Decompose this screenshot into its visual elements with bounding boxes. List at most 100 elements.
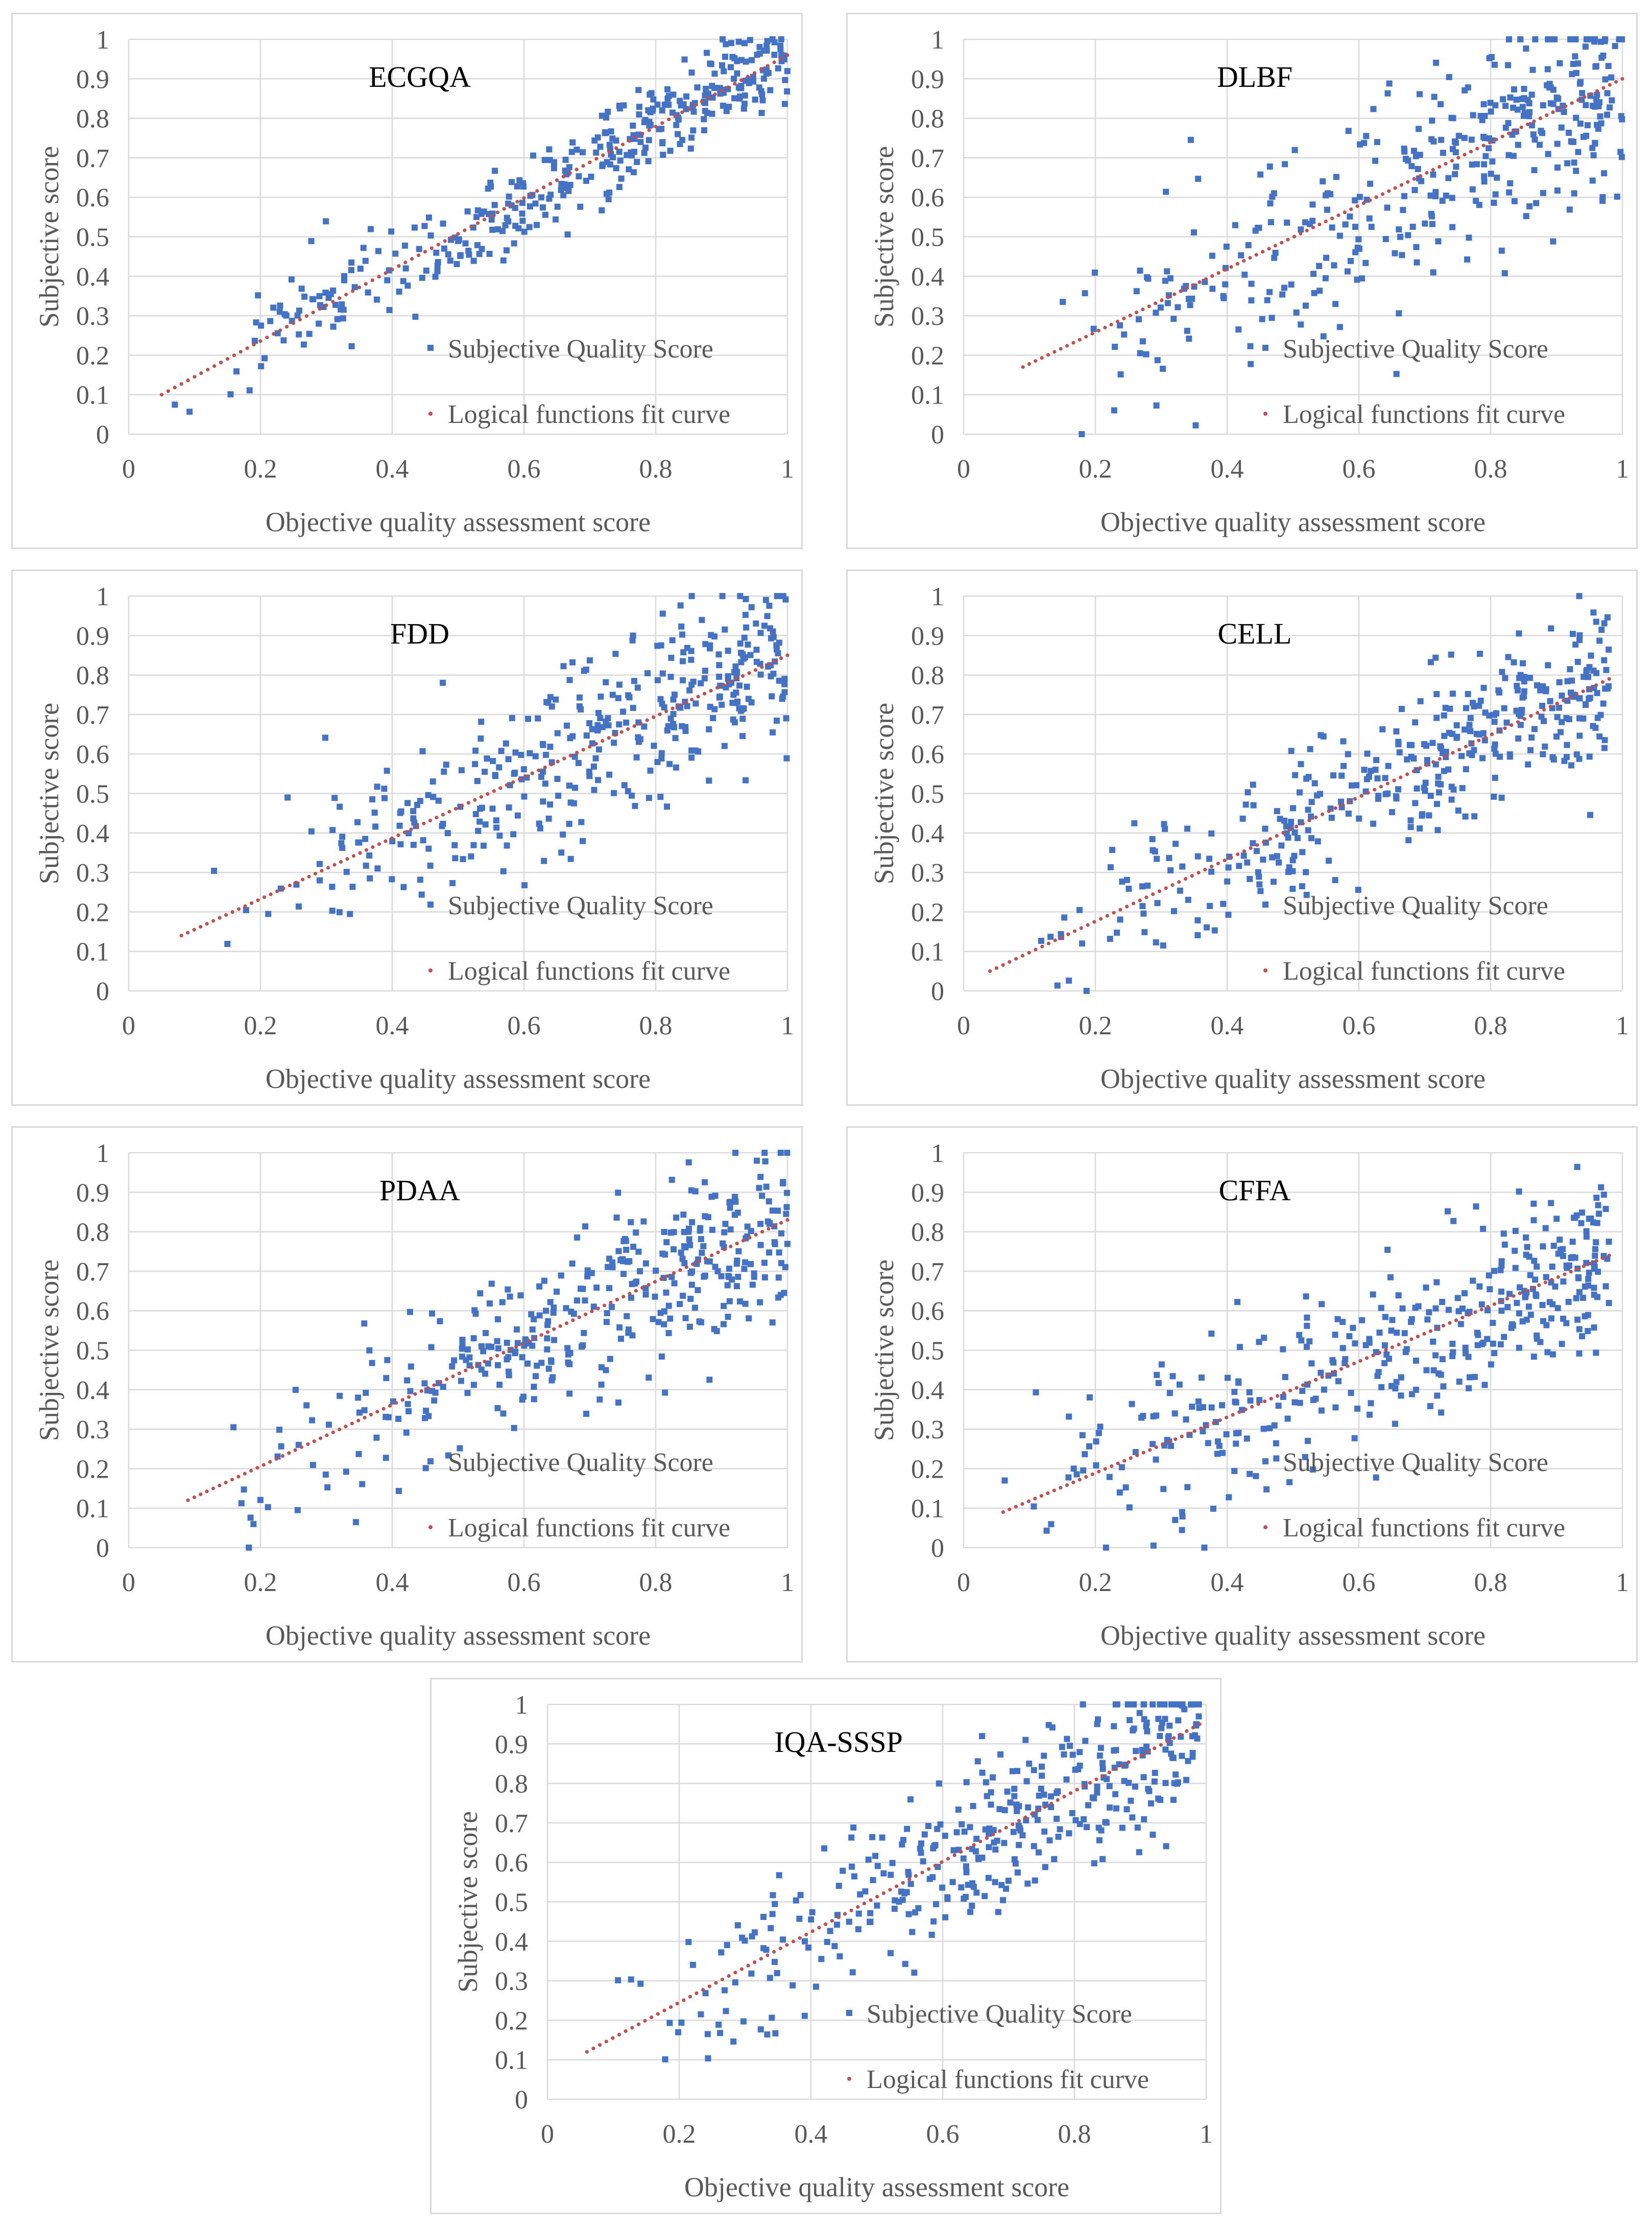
data-point	[1000, 1897, 1007, 1904]
data-point	[889, 1860, 896, 1866]
data-point	[840, 1867, 846, 1874]
data-point	[1413, 244, 1420, 250]
data-point	[1500, 96, 1506, 103]
data-point	[1430, 269, 1436, 276]
data-point	[1080, 1701, 1086, 1707]
data-point	[423, 267, 429, 274]
data-point	[1004, 1788, 1011, 1795]
data-point	[1118, 1464, 1125, 1470]
data-point	[1539, 702, 1546, 709]
fit-point	[1551, 110, 1555, 114]
y-tick-label: 0.8	[76, 661, 109, 691]
data-point	[583, 732, 590, 739]
data-point	[716, 694, 723, 701]
data-point	[428, 1344, 435, 1350]
fit-point	[1052, 350, 1057, 354]
fit-point	[1399, 775, 1403, 779]
data-point	[625, 1259, 631, 1265]
fit-point	[1261, 250, 1265, 254]
data-point	[1327, 191, 1334, 198]
fit-point	[1241, 259, 1246, 263]
data-point	[1559, 719, 1565, 725]
chart-frame	[11, 1126, 803, 1663]
data-point	[848, 1834, 855, 1841]
data-point	[709, 83, 715, 89]
fit-point	[652, 715, 656, 719]
data-point	[1397, 233, 1404, 240]
legend-label-fit: Logical functions fit curve	[1283, 1513, 1565, 1543]
data-point	[466, 1354, 473, 1361]
data-point	[1103, 1545, 1109, 1551]
data-point	[1512, 1247, 1518, 1254]
data-point	[741, 40, 748, 46]
data-point	[1494, 174, 1500, 181]
data-point	[1403, 1346, 1410, 1353]
data-point	[403, 1429, 410, 1436]
data-point	[739, 733, 746, 740]
data-point	[594, 727, 601, 734]
data-point	[615, 1399, 622, 1406]
fit-point	[456, 232, 460, 236]
fit-point	[261, 1463, 266, 1467]
fit-point	[326, 866, 330, 870]
data-point	[928, 1932, 935, 1938]
data-point	[1235, 1378, 1242, 1385]
data-point	[246, 1545, 252, 1551]
data-point	[503, 247, 510, 254]
fit-point	[1548, 704, 1552, 709]
data-point	[1430, 171, 1436, 178]
data-point	[1559, 1341, 1565, 1347]
fit-point	[363, 1415, 367, 1420]
x-tick-label: 0.2	[1079, 1568, 1112, 1597]
fit-point	[901, 1881, 905, 1885]
data-point	[1313, 792, 1320, 799]
data-point	[735, 38, 742, 45]
data-point	[1375, 793, 1382, 799]
legend-marker-points	[427, 345, 434, 351]
data-point	[1598, 626, 1605, 633]
fit-point	[1122, 1459, 1127, 1463]
fit-point	[1353, 797, 1357, 801]
data-point	[1583, 1260, 1590, 1266]
data-point	[953, 1829, 960, 1836]
data-point	[734, 70, 740, 77]
data-point	[1527, 1312, 1534, 1318]
fit-point	[660, 121, 664, 125]
data-point	[1476, 202, 1482, 208]
fit-point	[397, 264, 401, 268]
data-point	[1339, 1319, 1346, 1325]
data-point	[1256, 881, 1263, 888]
data-point	[1250, 781, 1256, 788]
fit-point	[1179, 289, 1183, 293]
fit-point	[186, 378, 190, 383]
data-point	[1408, 163, 1415, 170]
data-point	[653, 1267, 659, 1274]
fit-point	[1570, 101, 1574, 105]
data-point	[898, 1888, 904, 1895]
fit-point	[940, 1860, 944, 1864]
data-point	[1416, 126, 1422, 132]
data-point	[1035, 1817, 1041, 1823]
data-point	[972, 1848, 979, 1855]
data-point	[540, 741, 546, 747]
data-point	[1526, 675, 1533, 681]
y-axis-label: Subjective score	[34, 703, 64, 884]
data-point	[1554, 1305, 1561, 1312]
data-point	[1563, 754, 1570, 761]
data-point	[566, 677, 573, 683]
data-point	[1609, 97, 1615, 104]
fit-point	[598, 2043, 602, 2047]
data-point	[1521, 688, 1527, 695]
data-point	[677, 1301, 683, 1308]
fit-point	[1292, 234, 1297, 239]
data-point	[1592, 63, 1599, 70]
data-point	[1235, 1430, 1242, 1436]
fit-point	[406, 1395, 411, 1399]
data-point	[362, 257, 369, 264]
data-point	[270, 304, 277, 311]
data-point	[1346, 1333, 1353, 1340]
y-tick-label: 0	[96, 1534, 109, 1563]
data-point	[550, 165, 557, 172]
data-point	[466, 251, 472, 258]
fit-point	[1105, 914, 1109, 918]
